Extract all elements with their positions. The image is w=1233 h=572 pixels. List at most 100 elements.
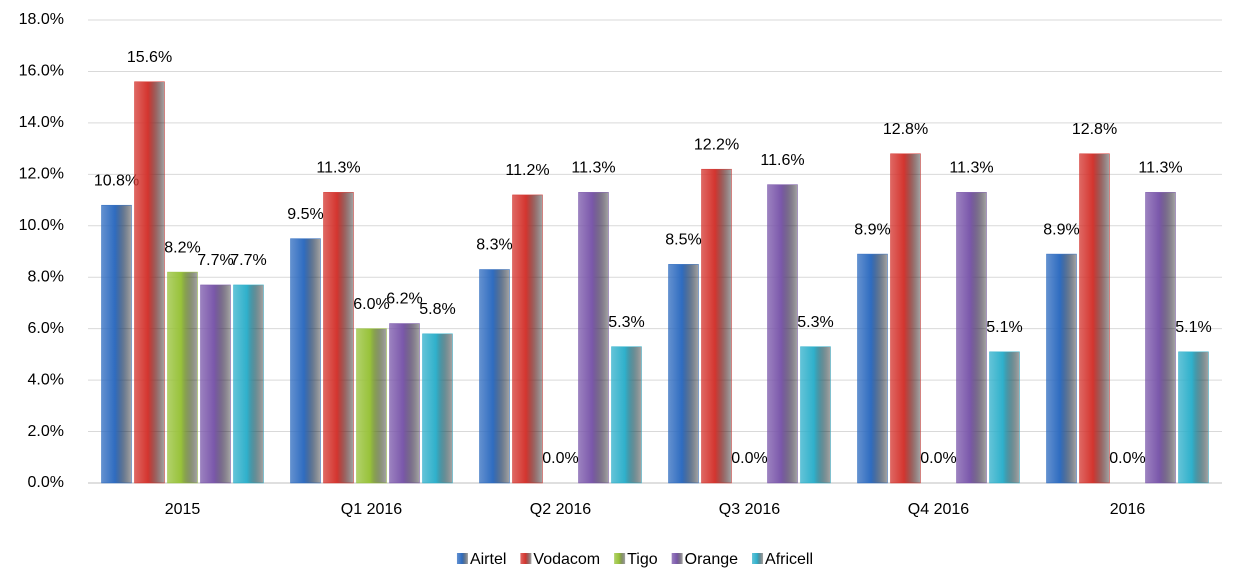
bar-group <box>101 204 132 484</box>
x-tick-label: Q2 2016 <box>530 501 591 518</box>
x-tick-label: 2016 <box>1110 501 1146 518</box>
data-label: 5.8% <box>419 301 455 318</box>
x-tick-label: Q1 2016 <box>341 501 402 518</box>
bar <box>1079 153 1110 484</box>
legend-label: Airtel <box>470 551 506 568</box>
y-tick-label: 12.0% <box>19 166 64 183</box>
legend-label: Africell <box>765 551 813 568</box>
data-label: 8.9% <box>854 221 890 238</box>
data-label: 0.0% <box>1109 450 1145 467</box>
legend-swatch <box>752 553 764 564</box>
legend-swatch <box>614 553 626 564</box>
bar <box>956 192 987 484</box>
data-label: 0.0% <box>542 450 578 467</box>
bar <box>356 328 387 484</box>
bar-group <box>1145 192 1176 484</box>
bar-group <box>890 153 921 484</box>
bar <box>1178 351 1209 484</box>
bar <box>989 351 1020 484</box>
bar-group <box>356 328 387 484</box>
legend-label: Vodacom <box>533 551 600 568</box>
data-label: 11.2% <box>505 162 549 179</box>
bar <box>668 264 699 484</box>
data-label: 8.2% <box>164 239 200 256</box>
data-label: 6.2% <box>386 291 422 308</box>
y-tick-label: 8.0% <box>28 268 64 285</box>
bar <box>767 184 798 484</box>
data-label: 11.3% <box>949 160 993 177</box>
y-tick-label: 10.0% <box>19 217 64 234</box>
bar <box>200 284 231 484</box>
bar <box>101 204 132 484</box>
legend-label: Tigo <box>627 551 658 568</box>
y-tick-label: 4.0% <box>28 371 64 388</box>
y-tick-label: 18.0% <box>19 11 64 28</box>
bar-group <box>200 284 231 484</box>
bar <box>701 168 732 484</box>
bar <box>290 238 321 484</box>
bar <box>422 333 453 484</box>
bar <box>134 81 165 484</box>
bar-group <box>1079 153 1110 484</box>
bar <box>233 284 264 484</box>
y-tick-label: 2.0% <box>28 423 64 440</box>
data-label: 11.3% <box>316 160 360 177</box>
bar-group <box>512 194 543 484</box>
data-label: 11.3% <box>571 160 615 177</box>
bar <box>1046 253 1077 484</box>
bar-group <box>956 192 987 484</box>
legend-swatch <box>456 553 468 564</box>
data-label: 6.0% <box>353 296 389 313</box>
bar <box>512 194 543 484</box>
x-tick-label: 2015 <box>165 501 201 518</box>
bar <box>323 192 354 484</box>
data-label: 10.8% <box>94 172 139 189</box>
bar <box>800 346 831 484</box>
y-tick-label: 6.0% <box>28 320 64 337</box>
bar-group <box>1178 351 1209 484</box>
data-label: 0.0% <box>731 450 767 467</box>
bar-group <box>767 184 798 484</box>
y-tick-label: 14.0% <box>19 114 64 131</box>
data-label: 5.1% <box>986 319 1022 336</box>
bar-group <box>422 333 453 484</box>
bar <box>1145 192 1176 484</box>
bar-group <box>167 271 198 484</box>
data-label: 12.8% <box>1072 121 1117 138</box>
bar-group <box>611 346 642 484</box>
data-label: 9.5% <box>287 206 323 223</box>
bar <box>479 269 510 484</box>
data-label: 12.8% <box>883 121 928 138</box>
data-label: 8.5% <box>665 232 701 249</box>
bar-group <box>323 192 354 484</box>
data-label: 5.1% <box>1175 319 1211 336</box>
data-label: 12.2% <box>694 136 739 153</box>
legend: Airtel Vodacom Tigo Orange Africell <box>456 551 813 568</box>
bar-group <box>389 323 420 484</box>
bar-group <box>134 81 165 484</box>
bar <box>578 192 609 484</box>
x-tick-label: Q3 2016 <box>719 501 780 518</box>
data-label: 7.7% <box>230 252 266 269</box>
bar-group <box>668 264 699 484</box>
x-tick-label: Q4 2016 <box>908 501 969 518</box>
y-tick-label: 0.0% <box>28 474 64 491</box>
data-label: 5.3% <box>797 314 833 331</box>
bar-group <box>989 351 1020 484</box>
data-label: 7.7% <box>197 252 233 269</box>
bar-group <box>701 168 732 484</box>
bar <box>389 323 420 484</box>
data-label: 11.6% <box>760 152 804 169</box>
data-label: 5.3% <box>608 314 644 331</box>
legend-swatch <box>520 553 532 564</box>
bar-group <box>857 253 888 484</box>
bar-group <box>800 346 831 484</box>
bar <box>890 153 921 484</box>
data-label: 0.0% <box>920 450 956 467</box>
bar-group <box>290 238 321 484</box>
bar-group <box>578 192 609 484</box>
data-label: 15.6% <box>127 49 172 66</box>
bar-group <box>479 269 510 484</box>
data-label: 8.9% <box>1043 221 1079 238</box>
